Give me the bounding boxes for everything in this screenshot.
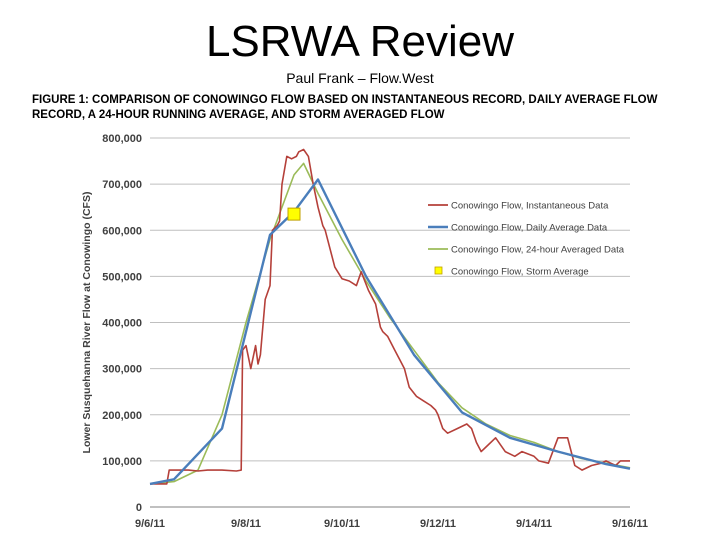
y-tick-label: 500,000: [102, 271, 142, 283]
y-tick-label: 0: [136, 502, 142, 514]
series-line-1: [150, 148, 630, 485]
y-tick-label: 400,000: [102, 318, 142, 330]
legend-swatch: [434, 266, 443, 275]
x-tick-label: 9/6/11: [135, 518, 165, 530]
legend-label: Conowingo Flow, Instantaneous Data: [451, 201, 609, 212]
x-tick-label: 9/10/11: [324, 518, 360, 530]
y-tick-label: 300,000: [102, 364, 142, 376]
y-tick-label: 600,000: [102, 225, 142, 237]
x-tick-label: 9/14/11: [516, 518, 552, 530]
figure-caption: FIGURE 1: COMPARISON OF CONOWINGO FLOW B…: [32, 94, 658, 121]
legend-label: Conowingo Flow, Daily Average Data: [451, 223, 608, 234]
legend-label: Conowingo Flow, 24-hour Averaged Data: [451, 245, 625, 256]
y-tick-label: 700,000: [102, 179, 142, 191]
storm-average-marker: [287, 207, 301, 221]
slide-title: LSRWA Review: [205, 17, 515, 66]
x-tick-label: 9/16/11: [612, 518, 648, 530]
slide-subtitle: Paul Frank – Flow.West: [286, 70, 434, 86]
y-tick-label: 800,000: [102, 133, 142, 145]
x-tick-label: 9/12/11: [420, 518, 456, 530]
series-line-2: [149, 178, 631, 486]
legend-label: Conowingo Flow, Storm Average: [451, 267, 589, 278]
y-tick-label: 200,000: [102, 410, 142, 422]
x-tick-label: 9/8/11: [231, 518, 261, 530]
y-tick-label: 100,000: [102, 456, 142, 468]
y-axis-label: Lower Susquehanna River Flow at Conowing…: [81, 192, 93, 454]
